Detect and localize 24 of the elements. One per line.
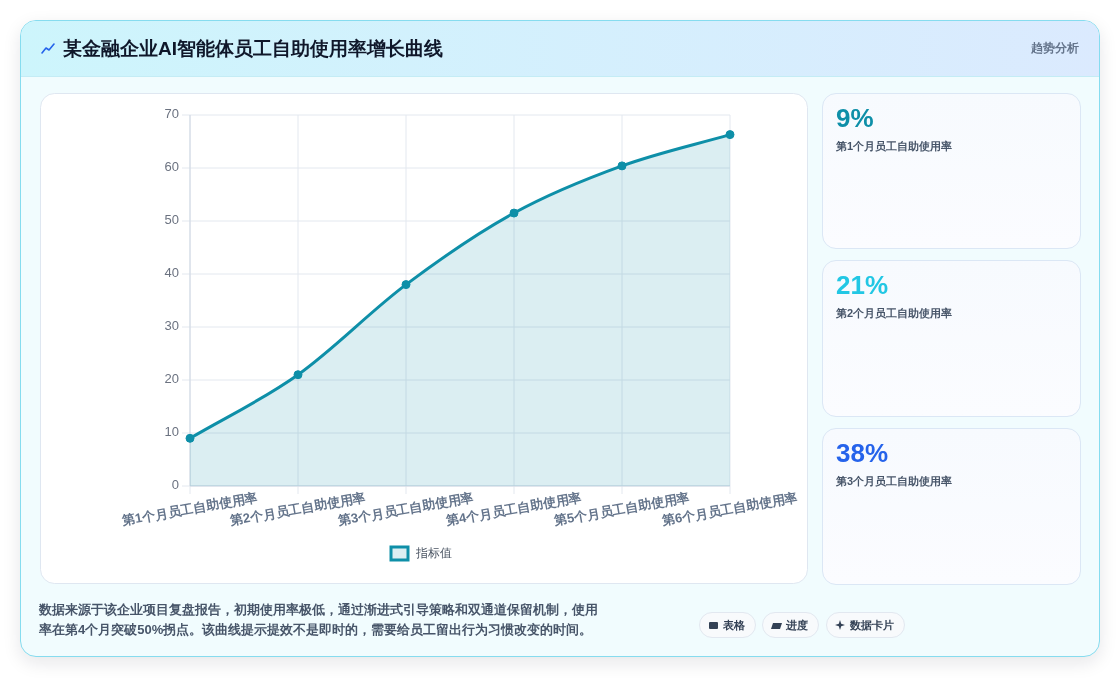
y-tick-label: 40 — [164, 265, 179, 281]
text: 数据来源于该企业项目复盘报告，初期使用率极低，通过渐进式引导策略和双通道保留机制，使用率在第4个月突破50%拐点。该曲线提示提效不是即时的，需要给员工留出行为习惯改变的时间。 — [39, 601, 599, 639]
point — [509, 208, 519, 218]
point — [401, 280, 411, 290]
chip-button: 数据卡片 — [826, 612, 905, 638]
chart-title: 某金融企业AI智能体员工自助使用率增长曲线 — [63, 37, 443, 61]
y-tick-label: 0 — [171, 477, 179, 493]
stat-card: 21% 第2个月员工自助使用率 — [822, 260, 1081, 417]
chip-button: 进度 — [762, 612, 819, 638]
y-tick-label: 10 — [164, 424, 179, 440]
legend-label: 指标值 — [415, 546, 452, 561]
text: 趋势分析 — [1031, 40, 1079, 57]
y-tick-label: 50 — [164, 212, 179, 228]
point — [617, 161, 627, 171]
point — [725, 130, 735, 140]
stat-card: 9% 第1个月员工自助使用率 — [822, 93, 1081, 249]
stat-card: 38% 第3个月员工自助使用率 — [822, 428, 1081, 585]
chip-button: 表格 — [699, 612, 756, 638]
y-tick-label: 70 — [164, 106, 179, 122]
point — [185, 433, 195, 443]
y-tick-label: 30 — [164, 318, 179, 334]
point — [293, 370, 303, 380]
y-tick-label: 20 — [164, 371, 179, 387]
y-tick-label: 60 — [164, 159, 179, 175]
